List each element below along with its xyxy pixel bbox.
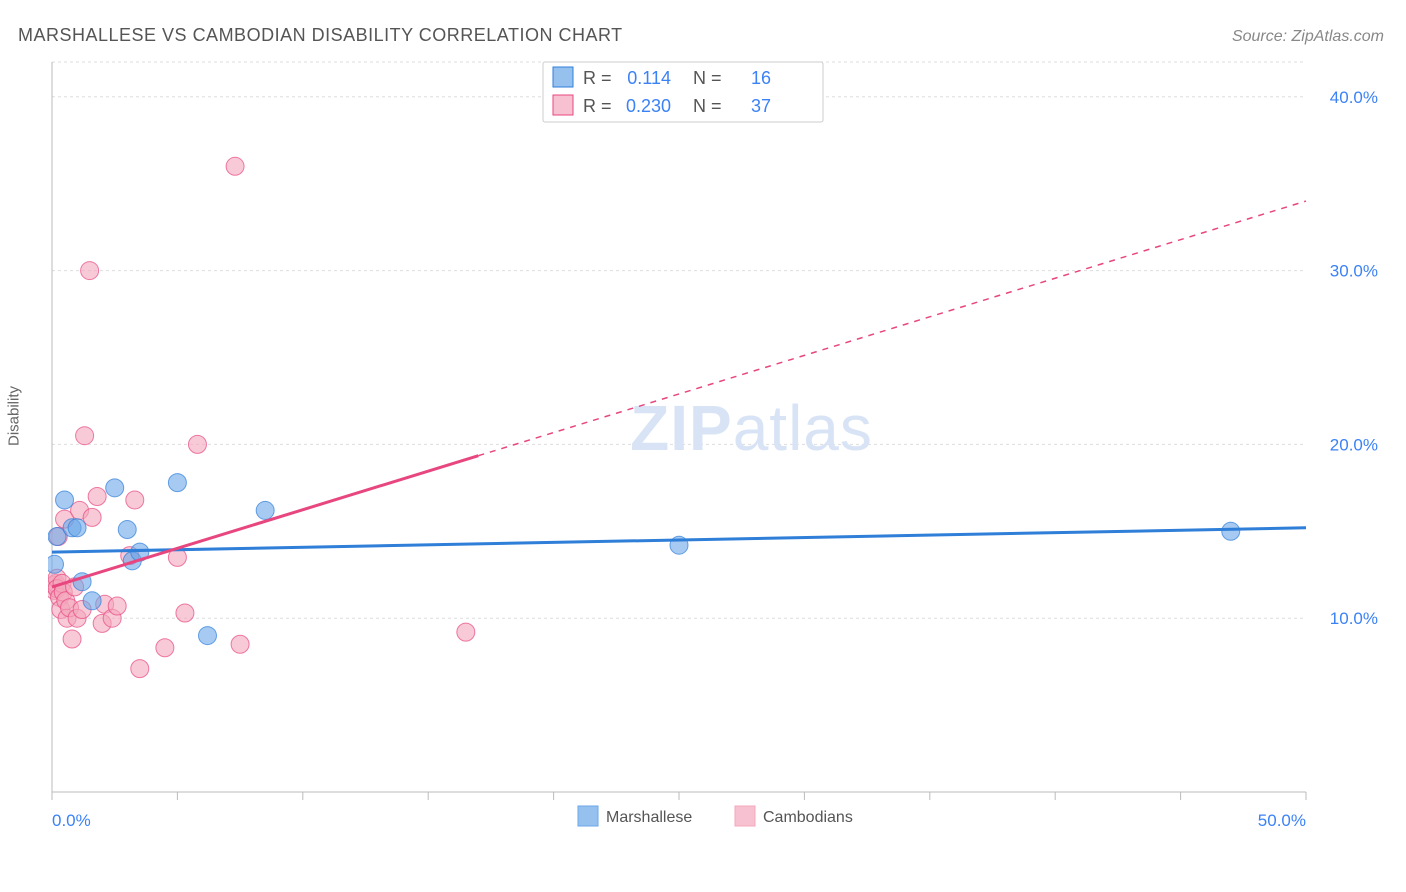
data-point [1222,522,1240,540]
data-point [63,630,81,648]
stats-r-value: 0.230 [626,96,671,116]
scatter-plot: 0.0% 50.0% 10.0% 20.0% 30.0% 40.0% ZIPatlas R =… [48,60,1388,840]
data-point [56,491,74,509]
legend-label: Cambodians [763,809,853,826]
trend-line [52,456,478,587]
stats-n-value: 37 [751,96,771,116]
stats-r-value: 0.114 [627,68,671,88]
data-point [176,604,194,622]
data-point [88,488,106,506]
legend-swatch [553,67,573,87]
source-label: Source: ZipAtlas.com [1232,28,1384,46]
data-point [48,555,64,573]
data-point [457,623,475,641]
y-axis-label: Disability [6,386,23,446]
legend-swatch [553,95,573,115]
data-point [83,508,101,526]
data-point [76,427,94,445]
data-point [188,435,206,453]
data-point [256,501,274,519]
y-tick-label: 20.0% [1330,435,1378,454]
data-point [83,592,101,610]
data-point [226,157,244,175]
y-tick-label: 40.0% [1330,88,1378,107]
data-point [231,635,249,653]
chart-container: MARSHALLESE VS CAMBODIAN DISABILITY CORR… [0,0,1406,892]
data-point [108,597,126,615]
data-point [156,639,174,657]
data-point [81,262,99,280]
stats-r-label: R = [583,96,612,116]
data-point [106,479,124,497]
chart-title: MARSHALLESE VS CAMBODIAN DISABILITY CORR… [18,25,623,46]
legend-label: Marshallese [606,809,692,826]
data-point [68,519,86,537]
data-point [168,474,186,492]
data-point [198,627,216,645]
x-tick-label: 0.0% [52,811,91,830]
stats-n-label: N = [693,96,722,116]
legend-swatch [578,806,598,826]
y-tick-label: 30.0% [1330,262,1378,281]
data-point [118,521,136,539]
data-point [126,491,144,509]
trend-line-extrapolated [478,201,1306,456]
stats-n-value: 16 [751,68,771,88]
y-tick-label: 10.0% [1330,609,1378,628]
stats-r-label: R = [583,68,612,88]
x-tick-label: 50.0% [1258,811,1306,830]
stats-n-label: N = [693,68,722,88]
data-point [131,660,149,678]
legend-swatch [735,806,755,826]
watermark: ZIPatlas [630,392,873,464]
